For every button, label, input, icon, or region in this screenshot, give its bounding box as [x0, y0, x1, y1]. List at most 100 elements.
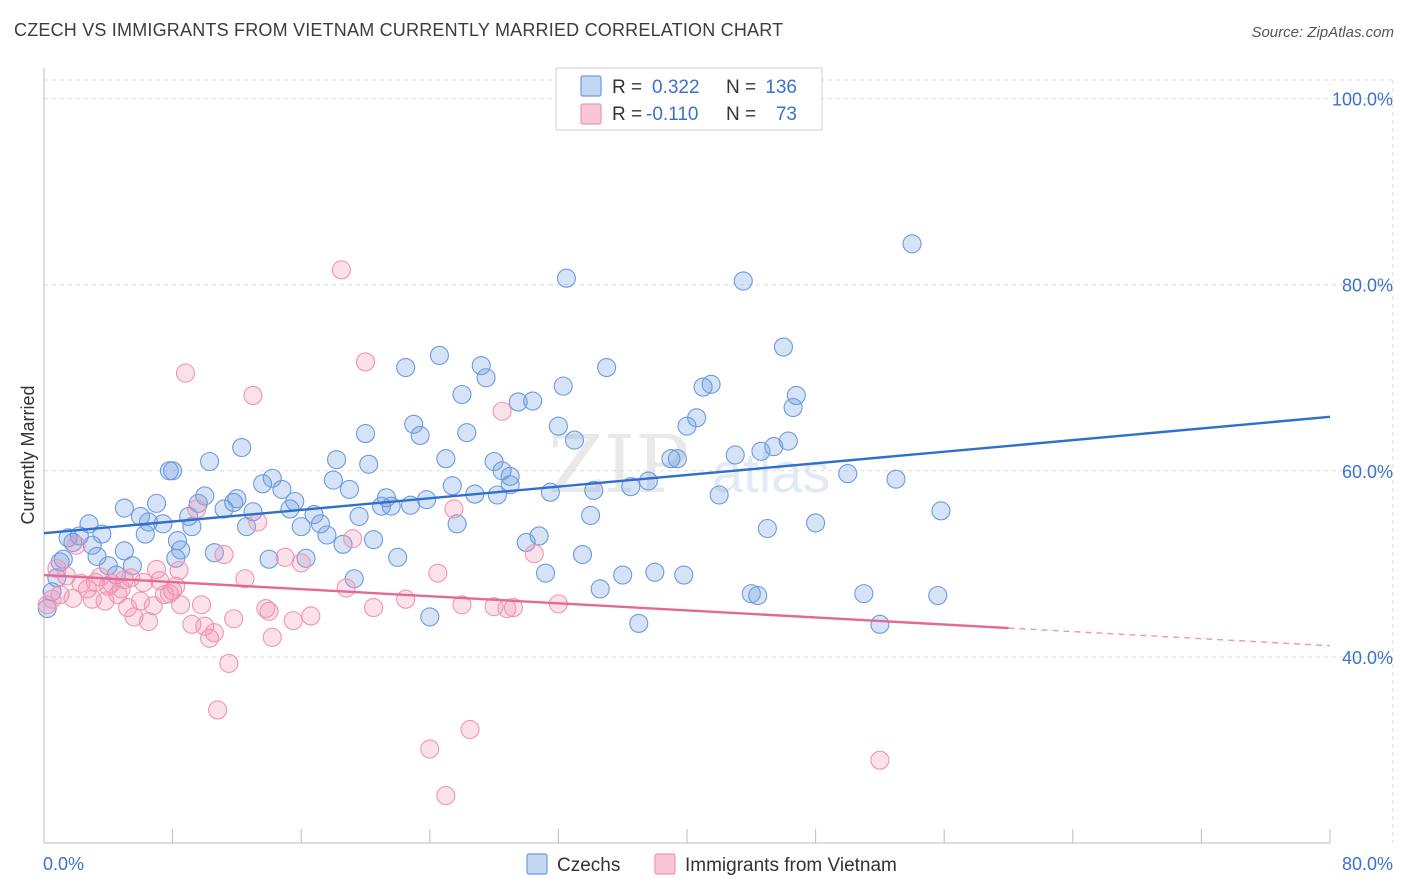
czechs-point	[253, 474, 273, 494]
czechs-point	[327, 450, 347, 470]
czechs-point	[396, 357, 416, 378]
czechs-point	[661, 449, 681, 469]
legend-czechs-label: Czechs	[557, 855, 620, 876]
vietnam-trend-line	[43, 573, 1009, 630]
czechs-point	[838, 464, 858, 484]
czechs-point	[200, 451, 220, 472]
vietnam-point	[259, 601, 279, 621]
czechs-point	[523, 391, 543, 411]
czechs-point	[674, 565, 694, 585]
legend-czechs-swatch	[526, 853, 548, 875]
czechs-point	[333, 534, 353, 554]
czechs-point	[259, 549, 279, 569]
czechs-point	[339, 479, 359, 499]
x-tick-label-max: 80.0%	[1342, 854, 1393, 874]
vietnam-point	[169, 560, 189, 580]
czechs-point	[773, 337, 794, 357]
czechs-point	[355, 424, 376, 444]
czechs-point	[204, 543, 224, 563]
czechs-point	[548, 416, 568, 436]
legend-vietnam-swatch	[654, 853, 676, 875]
legend-n-value-vietnam: 73	[776, 104, 797, 125]
vietnam-point	[243, 385, 263, 405]
vietnam-point	[436, 785, 456, 806]
czechs-point	[163, 461, 183, 481]
czechs-point	[447, 514, 467, 534]
czechs-point	[436, 449, 456, 469]
czechs-point	[487, 485, 507, 505]
vietnam-point	[363, 598, 384, 618]
czechs-point	[757, 518, 777, 539]
czechs-point	[452, 384, 472, 405]
czechs-point	[410, 425, 430, 445]
vietnam-point	[191, 595, 212, 615]
czechs-point	[476, 368, 496, 388]
vietnam-point	[262, 627, 282, 647]
vietnam-trend-extension	[1008, 627, 1331, 647]
czechs-point	[741, 584, 761, 604]
vietnam-point	[50, 585, 70, 605]
legend-r-label-vietnam: R =	[612, 104, 642, 125]
czechs-point	[584, 480, 604, 500]
czechs-point	[786, 385, 806, 405]
czechs-point	[701, 374, 721, 394]
czechs-point	[751, 441, 771, 461]
czechs-point	[564, 430, 585, 450]
czechs-point	[854, 584, 874, 604]
czechs-point	[457, 423, 477, 443]
czechs-point	[783, 397, 803, 418]
czechs-point	[597, 357, 617, 378]
czechs-point	[404, 414, 424, 434]
vietnam-point	[77, 579, 97, 599]
czechs-point	[667, 449, 687, 469]
y-tick-label: 60.0%	[1342, 462, 1393, 482]
czechs-point	[182, 517, 202, 537]
czechs-point	[291, 517, 311, 537]
czechs-point	[53, 549, 73, 569]
vietnam-point	[187, 499, 207, 519]
vietnam-point	[524, 544, 544, 564]
vietnam-point	[219, 653, 239, 673]
vietnam-point	[146, 559, 167, 579]
czechs-point	[359, 454, 379, 474]
czechs-point	[87, 546, 107, 566]
czechs-point	[902, 234, 922, 254]
vietnam-point	[63, 588, 83, 608]
vietnam-point	[130, 591, 150, 611]
y-tick-label: 80.0%	[1342, 276, 1393, 296]
czechs-point	[725, 445, 745, 465]
czechs-point	[580, 505, 601, 526]
czechs-point	[388, 547, 408, 567]
czechs-point	[500, 475, 520, 495]
czechs-point	[114, 498, 134, 518]
vietnam-point	[420, 739, 440, 759]
czechs-point	[171, 540, 191, 560]
czechs-point	[613, 565, 633, 585]
czechs-point	[272, 479, 292, 499]
czechs-trend-line	[43, 415, 1331, 535]
vietnam-point	[66, 535, 86, 555]
czechs-point	[429, 345, 449, 365]
vietnam-point	[214, 544, 234, 565]
vietnam-point	[428, 563, 448, 583]
vietnam-point	[331, 260, 351, 280]
vietnam-point	[283, 611, 303, 631]
czechs-point	[621, 477, 641, 497]
czechs-point	[928, 585, 948, 606]
czechs-point	[590, 579, 610, 599]
czechs-point	[500, 466, 520, 486]
x-tick-label-min: 0.0%	[43, 854, 84, 874]
czechs-point	[420, 607, 440, 627]
legend-n-value-czechs: 136	[765, 77, 797, 98]
legend-r-value-czechs: 0.322	[652, 77, 700, 98]
czechs-point	[572, 544, 593, 565]
czechs-point	[82, 535, 102, 555]
czechs-point	[323, 470, 343, 490]
czechs-point	[363, 530, 384, 550]
czechs-point	[687, 408, 707, 428]
czechs-point	[471, 356, 491, 376]
vietnam-point	[301, 606, 321, 626]
czechs-point	[310, 514, 331, 534]
y-tick-label: 100.0%	[1332, 90, 1393, 110]
